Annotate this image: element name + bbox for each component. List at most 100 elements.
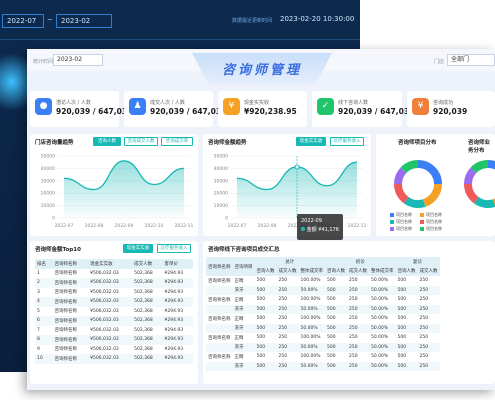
column-group-header: 初诊 xyxy=(325,257,396,267)
back-date-end[interactable]: 2023-02 xyxy=(56,14,112,28)
table-cell: 250 xyxy=(347,304,369,314)
tooltip-label: 金额 xyxy=(306,227,317,233)
x-tick-label: 2022-11 xyxy=(348,223,367,229)
table-cell: 500 xyxy=(254,323,277,333)
consultant-name-cell: 咨询师名称 xyxy=(208,297,231,303)
consultant-name-cell: 咨询师名称 xyxy=(208,335,231,341)
front-dashboard: 统计时间 2023-02 门店 全部门 咨询师管理 ● 潜访人次 / 人数 92… xyxy=(27,49,495,390)
top10-btn-cash[interactable]: 现金实实收 xyxy=(123,244,153,253)
table-row[interactable]: 4 咨询师名称 ¥506,032.03 502,368 ¥294.93 xyxy=(35,297,193,307)
table-cell: 9 xyxy=(37,346,40,352)
table-row[interactable]: 10 咨询师名称 ¥506,032.03 502,368 ¥294.93 xyxy=(35,354,193,364)
column-header: 整体成交率 xyxy=(369,266,396,276)
btn-deal-rate[interactable]: 咨询成交率 xyxy=(161,137,193,146)
table-row[interactable]: 8 咨询师名称 ¥506,032.03 502,368 ¥294.93 xyxy=(35,335,193,345)
kpi-value: 920,039 / 647,033 xyxy=(56,107,133,116)
back-update-time: 2023-02-20 10:30:00 xyxy=(280,15,355,23)
kpi-value: ¥920,238.95 xyxy=(244,107,297,116)
table-cell: 咨询师名称 xyxy=(52,354,89,364)
table-subheader-row: 咨询人数 成交人数 整体成交率 咨询人数 成交人数 整体成交率 咨询人数 成交人数 xyxy=(206,266,440,276)
y-tick-label: 40000 xyxy=(214,166,228,172)
table-row[interactable]: 1 咨询师名称 ¥506,032.03 502,368 ¥294.93 xyxy=(35,269,193,279)
table-cell: 50.00% xyxy=(369,304,396,314)
table-row[interactable]: 洗牙 500 250 50.00% 500 250 50.00% 500 250 xyxy=(206,304,440,314)
table-cell: 500 xyxy=(325,323,347,333)
table-cell: ¥506,032.03 xyxy=(90,270,119,276)
x-tick-label: 2022-09 xyxy=(115,223,134,229)
store-trend-panel: 门店咨询量趋势 咨询人数 咨询成交人数 咨询成交率 50000 40000 3000… xyxy=(30,134,198,236)
users-icon: ♟ xyxy=(129,98,146,115)
pie-slice xyxy=(470,160,489,174)
table-cell: ¥294.93 xyxy=(164,308,184,314)
legend-swatch xyxy=(390,220,394,224)
table-row[interactable]: 5 咨询师名称 ¥506,032.03 502,368 ¥294.93 xyxy=(35,307,193,317)
table-row[interactable]: 咨询师名称 正畸 500 250 100.00% 500 250 50.00% 500 250 xyxy=(206,314,440,324)
table-cell: ¥294.93 xyxy=(164,270,184,276)
table-row[interactable]: 洗牙 500 250 50.00% 500 250 50.00% 500 250 xyxy=(206,342,440,352)
table-cell: 500 xyxy=(256,316,266,322)
consultant-name-cell: 咨询师名称 xyxy=(208,278,231,284)
table-row[interactable]: 9 咨询师名称 ¥506,032.03 502,368 ¥294.93 xyxy=(35,345,193,355)
table-row[interactable]: 咨询师名称 正畸 500 250 100.00% 500 250 50.00% 500 250 xyxy=(206,352,440,362)
btn-service-income[interactable]: 诊疗服务收入 xyxy=(330,137,364,146)
series-line xyxy=(63,160,185,191)
table-cell: 250 xyxy=(349,335,358,341)
table-cell: 咨询师名称 xyxy=(54,347,78,353)
project-cell: 正畸 xyxy=(234,278,244,284)
pie-slice xyxy=(400,160,419,174)
table-row[interactable]: 洗牙 500 250 50.00% 500 250 50.00% 500 250 xyxy=(206,323,440,333)
project-cell: 正畸 xyxy=(234,354,244,360)
table-row[interactable]: 2 咨询师名称 ¥506,032.03 502,368 ¥294.93 xyxy=(35,278,193,288)
legend-label: 项目名称 xyxy=(426,219,442,224)
table-cell: 50.00% xyxy=(369,323,396,333)
table-row[interactable]: 3 咨询师名称 ¥506,032.03 502,368 ¥294.93 xyxy=(35,288,193,298)
table-cell: 250 xyxy=(349,316,358,322)
column-header: 咨询项目 xyxy=(232,257,255,276)
legend-label: 项目名称 xyxy=(396,219,412,224)
table-row[interactable]: 6 咨询师名称 ¥506,032.03 502,368 ¥294.93 xyxy=(35,316,193,326)
table-cell: 7 xyxy=(37,327,40,333)
pie-slice xyxy=(487,160,495,170)
table-cell: 250 xyxy=(417,285,440,295)
btn-cash-received[interactable]: 现金实实收 xyxy=(296,137,326,146)
top10-title: 咨询师金额Top10 xyxy=(35,247,81,253)
table-cell: 250 xyxy=(419,316,429,322)
table-cell: 502,368 xyxy=(132,278,163,288)
kpi-value: 920,039 xyxy=(433,107,468,116)
table-row[interactable]: 咨询师名称 正畸 500 250 100.00% 500 250 50.00% 500 250 xyxy=(206,333,440,343)
table-header-row: 排名 咨询师名称 现金实实收 成交人数 客单价 xyxy=(35,259,193,269)
offline-title: 咨询师线下咨询项目成交汇总 xyxy=(208,247,280,253)
table-cell: 500 xyxy=(395,285,418,295)
kpi-card: ¥ 咨询成功 920,039 xyxy=(407,91,495,127)
table-cell: 250 xyxy=(278,354,288,360)
kpi-label: 潜访人次 / 人数 xyxy=(56,100,91,106)
top10-btn-service[interactable]: 诊疗服务收入 xyxy=(157,244,191,253)
table-cell: ¥506,032.03 xyxy=(90,346,119,352)
legend-swatch xyxy=(390,227,394,231)
table-cell: 100.00% xyxy=(300,297,321,303)
column-group-header: 复诊 xyxy=(395,257,440,267)
table-row[interactable]: 咨询师名称 正畸 500 250 100.00% 500 250 50.00% 500 250 xyxy=(206,276,440,286)
table-cell: 100.00% xyxy=(300,316,321,322)
store-select[interactable]: 全部门 xyxy=(447,54,495,66)
table-row[interactable]: 洗牙 500 250 50.00% 500 250 50.00% 500 250 xyxy=(206,361,440,371)
table-cell: ¥506,032.03 xyxy=(88,316,133,326)
y-tick-label: 50000 xyxy=(214,154,228,160)
table-cell: 502,368 xyxy=(132,335,163,345)
btn-consult-count[interactable]: 咨询人数 xyxy=(93,137,121,146)
tooltip-dot-icon xyxy=(301,227,305,231)
back-date-start[interactable]: 2022-07 xyxy=(2,14,44,28)
stat-time-select[interactable]: 2023-02 xyxy=(53,54,103,66)
column-header: 客单价 xyxy=(162,259,193,269)
project-cell: 正畸 xyxy=(234,297,244,303)
table-row[interactable]: 7 咨询师名称 ¥506,032.03 502,368 ¥294.93 xyxy=(35,326,193,336)
table-cell: 500 xyxy=(395,304,418,314)
kpi-label: 成交人次 / 人数 xyxy=(150,100,185,106)
stat-time-label: 统计时间 xyxy=(33,59,54,65)
table-row[interactable]: 咨询师名称 正畸 500 250 100.00% 500 250 50.00% 500 250 xyxy=(206,295,440,305)
table-row[interactable]: 洗牙 500 250 50.00% 500 250 50.00% 500 250 xyxy=(206,285,440,295)
x-tick-label: 2022-11 xyxy=(175,223,194,229)
btn-deal-count[interactable]: 咨询成交人数 xyxy=(124,137,158,146)
legend-label: 项目名称 xyxy=(396,212,412,217)
y-tick-label: 20000 xyxy=(41,191,55,197)
